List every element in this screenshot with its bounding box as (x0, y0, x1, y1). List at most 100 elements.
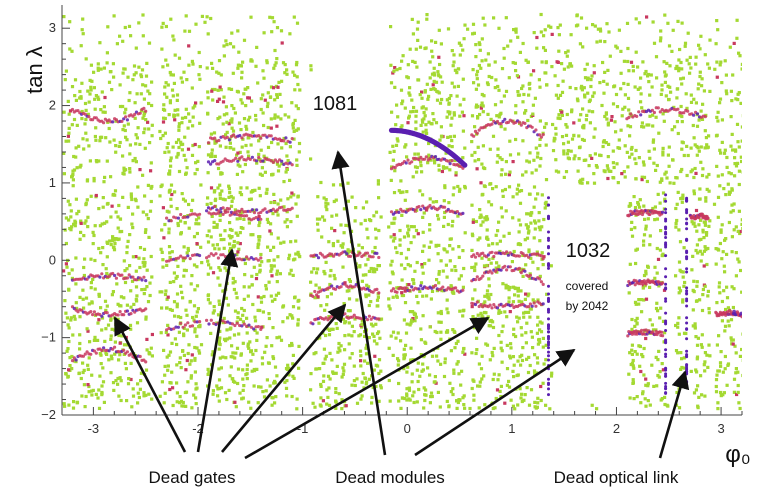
hit-point (474, 43, 478, 47)
hit-point (270, 267, 274, 271)
track-band-point (256, 325, 260, 329)
hit-point (436, 252, 440, 256)
hit-point (556, 60, 560, 64)
edge-point (547, 196, 550, 200)
hit-point (283, 220, 287, 224)
hit-point (337, 346, 341, 350)
hit-point (522, 311, 526, 315)
hit-point (180, 116, 185, 120)
hit-point (641, 390, 645, 394)
hit-point (529, 388, 534, 392)
hit-point (557, 170, 561, 174)
hit-point (721, 370, 725, 374)
hit-point (603, 70, 607, 74)
hit-point (228, 246, 233, 251)
hit-point (717, 334, 721, 338)
hit-point (418, 189, 422, 193)
hit-point (536, 315, 540, 319)
hit-point (707, 311, 711, 315)
hit-point (241, 170, 245, 174)
hit-point (186, 380, 190, 384)
track-band-point (517, 254, 522, 258)
hit-point (740, 290, 742, 294)
hit-point (674, 349, 679, 353)
hit-point (553, 74, 557, 78)
hit-point (490, 75, 494, 80)
hit-point (216, 117, 220, 121)
hit-point (662, 288, 667, 292)
hit-point (405, 370, 409, 374)
hit-point (352, 364, 356, 368)
hit-point (409, 110, 413, 114)
hit-point (100, 90, 104, 94)
hit-point (194, 402, 198, 406)
hit-point (437, 243, 441, 247)
hit-point (420, 170, 424, 174)
hit-point (633, 85, 637, 89)
hit-point (218, 115, 222, 119)
hit-point (298, 88, 302, 92)
hit-point (626, 46, 630, 51)
hit-point (158, 394, 162, 398)
hit-point (527, 212, 531, 216)
hit-point (430, 72, 435, 76)
hit-point (628, 134, 632, 138)
hit-point (419, 353, 423, 357)
hit-point (277, 164, 281, 168)
hit-point (576, 23, 580, 27)
hit-point (102, 180, 106, 184)
hit-point (218, 343, 222, 347)
hit-point (395, 286, 399, 290)
hit-point (519, 189, 524, 193)
hit-point (519, 289, 523, 293)
hit-point (331, 371, 336, 375)
hit-point (379, 384, 383, 388)
hit-point (722, 151, 727, 155)
hit-point (111, 62, 115, 66)
hit-point (195, 284, 200, 288)
track-band-point (404, 161, 408, 165)
edge-point (547, 238, 550, 242)
track-band-point (660, 330, 664, 334)
hit-point (371, 324, 375, 328)
hit-point (355, 401, 360, 405)
hit-point (705, 353, 709, 357)
hit-point (116, 382, 120, 386)
track-band-point (324, 316, 328, 320)
hit-point (513, 293, 517, 297)
hit-point (359, 397, 363, 401)
hit-point (595, 165, 599, 169)
hit-point (148, 141, 152, 145)
hit-point (529, 330, 533, 334)
hit-point (215, 225, 219, 229)
hit-point (654, 168, 658, 172)
hit-point (532, 185, 537, 189)
hit-point (123, 280, 128, 285)
hit-point (146, 183, 150, 187)
hit-point (741, 373, 742, 378)
hit-point (592, 172, 596, 176)
hit-point (566, 149, 570, 153)
hit-point (576, 169, 580, 173)
hit-point (421, 130, 425, 134)
hit-point (220, 189, 224, 193)
hit-point (470, 153, 474, 157)
hit-point (245, 331, 249, 335)
hit-point (179, 219, 183, 223)
hit-point (487, 63, 491, 67)
hit-point (508, 285, 512, 290)
hit-point (63, 78, 67, 82)
hit-point (720, 81, 724, 85)
hit-point (243, 162, 247, 167)
track-band-point (234, 156, 238, 160)
hit-point (242, 92, 246, 96)
hit-point (411, 394, 415, 398)
track-band-point (505, 268, 509, 272)
hit-point (64, 241, 68, 246)
hit-point (266, 91, 270, 95)
hit-point (634, 161, 638, 166)
hit-point (210, 353, 214, 357)
hit-point (400, 293, 404, 298)
hit-point (67, 139, 71, 143)
hit-point (364, 263, 368, 267)
